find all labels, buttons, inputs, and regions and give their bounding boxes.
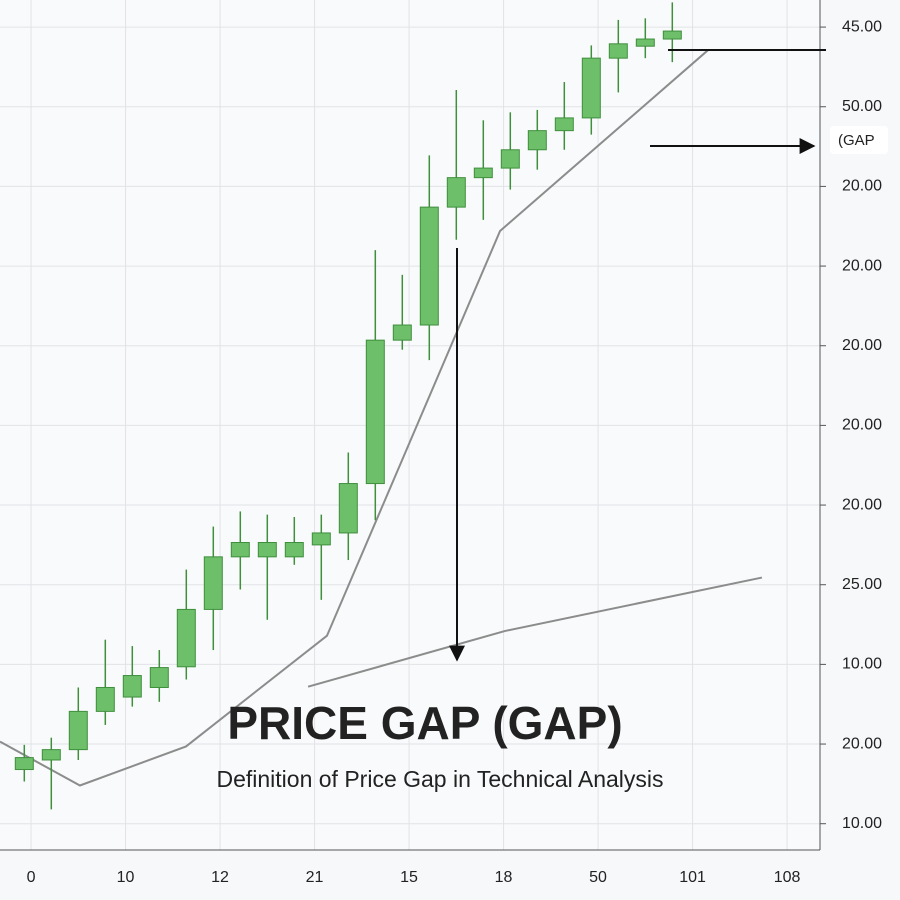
- y-tick-label: 50.00: [842, 98, 882, 115]
- y-tick-label: 25.00: [842, 576, 882, 593]
- trend-line: [0, 49, 709, 787]
- y-tick-label: 10.00: [842, 815, 882, 832]
- candle-body: [554, 117, 574, 132]
- candle-body: [149, 667, 169, 688]
- candle-body: [635, 38, 655, 47]
- x-tick-label: 10: [117, 869, 135, 886]
- x-tick-label: 0: [27, 869, 36, 886]
- x-tick-label: 50: [589, 869, 607, 886]
- candle-body: [392, 324, 412, 341]
- y-tick-label: 20.00: [842, 257, 882, 274]
- chart-title: PRICE GAP (GAP): [227, 697, 622, 749]
- chart-subtitle: Definition of Price Gap in Technical Ana…: [216, 766, 663, 792]
- x-tick-label: 18: [495, 869, 513, 886]
- candle-body: [95, 686, 115, 712]
- candle-body: [662, 30, 682, 40]
- candle-body: [446, 177, 466, 208]
- x-tick-label: 108: [774, 869, 801, 886]
- candle-body: [338, 483, 358, 534]
- candle-body: [203, 556, 223, 610]
- grid: [0, 0, 820, 850]
- candle-body: [527, 130, 547, 151]
- candle-body: [473, 167, 493, 179]
- candle-body: [311, 532, 331, 546]
- candle-body: [608, 43, 628, 59]
- y-tick-label: 20.00: [842, 496, 882, 513]
- candle-body: [581, 57, 601, 119]
- candle-body: [500, 149, 520, 169]
- candle-body: [41, 749, 61, 761]
- marks: [0, 2, 763, 810]
- candle-body: [68, 710, 88, 751]
- y-tick-label: 20.00: [842, 337, 882, 354]
- x-tick-label: 12: [211, 869, 229, 886]
- y-tick-label: 20.00: [842, 178, 882, 195]
- annotation-box: [830, 126, 888, 154]
- y-tick-label: 45.00: [842, 18, 882, 35]
- y-tick-label: 20.00: [842, 735, 882, 752]
- candle-body: [122, 675, 142, 698]
- y-tick-label: 20.00: [842, 417, 882, 434]
- candle-body: [257, 542, 277, 558]
- y-tick-label: 10.00: [842, 656, 882, 673]
- candle-body: [284, 542, 304, 558]
- candle-body: [176, 608, 196, 668]
- annotation: (GAP: [838, 132, 875, 149]
- candle-body: [14, 757, 34, 771]
- candle-body: [419, 206, 439, 326]
- candle-body: [230, 542, 250, 558]
- candle-body: [365, 339, 385, 485]
- x-tick-label: 21: [306, 869, 324, 886]
- x-tick-label: 15: [400, 869, 418, 886]
- x-tick-label: 101: [679, 869, 706, 886]
- trend-line: [307, 576, 763, 688]
